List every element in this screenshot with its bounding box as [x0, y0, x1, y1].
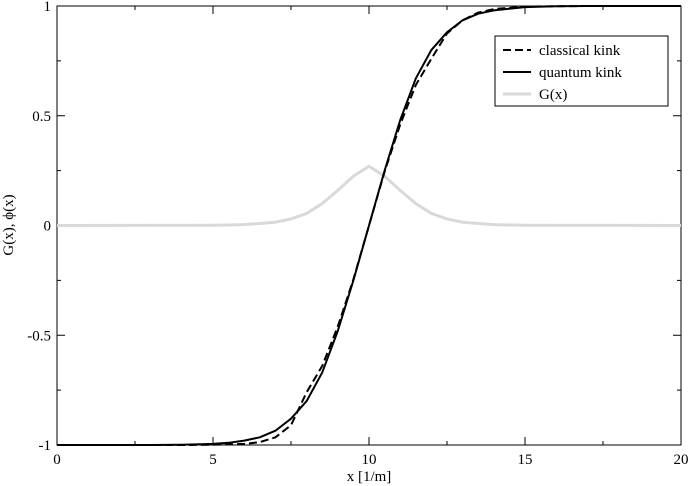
y-tick-label: 0.5 [32, 109, 51, 125]
y-tick-label: -0.5 [27, 328, 51, 344]
legend-label-classical-kink: classical kink [539, 43, 621, 59]
series-line-quantum-kink [57, 5, 681, 446]
x-tick-label: 20 [674, 452, 689, 468]
legend-label-quantum-kink: quantum kink [539, 65, 622, 81]
y-tick-label: 1 [44, 0, 52, 15]
y-axis-label: G(x), ϕ(x) [1, 194, 17, 255]
x-tick-label: 15 [518, 452, 533, 468]
series-line-g-x [56, 164, 682, 227]
y-tick-label: 0 [44, 219, 52, 235]
y-tick-label: -1 [39, 438, 52, 454]
legend-label-g-x: G(x) [539, 87, 567, 103]
series-lines [56, 5, 682, 446]
x-axis-label: x [1/m] [347, 469, 392, 485]
x-tick-label: 5 [209, 452, 217, 468]
x-tick-label: 10 [362, 452, 377, 468]
legend: classical kink quantum kink G(x) [494, 35, 669, 107]
x-tick-label: 0 [53, 452, 61, 468]
